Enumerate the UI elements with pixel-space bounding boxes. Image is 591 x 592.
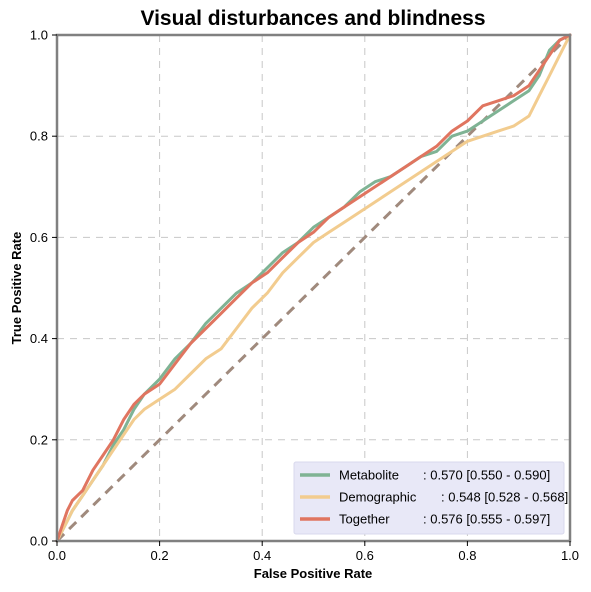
x-axis-label: False Positive Rate bbox=[254, 566, 373, 581]
y-tick-label: 0.0 bbox=[30, 534, 48, 549]
x-tick-label: 0.4 bbox=[253, 548, 271, 563]
y-tick-label: 0.2 bbox=[30, 432, 48, 447]
x-tick-label: 0.8 bbox=[458, 548, 476, 563]
y-tick-label: 0.6 bbox=[30, 230, 48, 245]
legend-label-together: Together bbox=[339, 512, 390, 527]
axis-ticks: 0.0 0.2 0.4 0.6 0.8 1.0 0.0 0.2 0.4 0.6 0.8 1.0 bbox=[30, 28, 579, 564]
y-tick-label: 1.0 bbox=[30, 28, 48, 43]
legend-value-metabolite: : 0.570 [0.550 - 0.590] bbox=[423, 468, 550, 483]
legend-value-together: : 0.576 [0.555 - 0.597] bbox=[423, 512, 550, 527]
legend-box bbox=[293, 461, 565, 535]
legend: Metabolite : 0.570 [0.550 - 0.590] Demogra… bbox=[293, 461, 568, 535]
legend-value-demographic: : 0.548 [0.528 - 0.568] bbox=[441, 490, 568, 505]
y-axis-label: True Positive Rate bbox=[9, 232, 24, 345]
x-tick-label: 0.0 bbox=[48, 548, 66, 563]
series-line-together bbox=[55, 33, 572, 543]
y-tick-label: 0.4 bbox=[30, 331, 48, 346]
x-tick-label: 1.0 bbox=[561, 548, 579, 563]
legend-label-demographic: Demographic bbox=[339, 490, 417, 505]
chart-title: Visual disturbances and blindness bbox=[140, 7, 485, 30]
x-tick-label: 0.6 bbox=[356, 548, 374, 563]
series-line-demographic bbox=[55, 33, 572, 543]
y-tick-label: 0.8 bbox=[30, 129, 48, 144]
legend-label-metabolite: Metabolite bbox=[339, 468, 399, 483]
plot-frame bbox=[55, 33, 572, 543]
x-tick-label: 0.2 bbox=[151, 548, 169, 563]
series-lines bbox=[55, 33, 572, 543]
